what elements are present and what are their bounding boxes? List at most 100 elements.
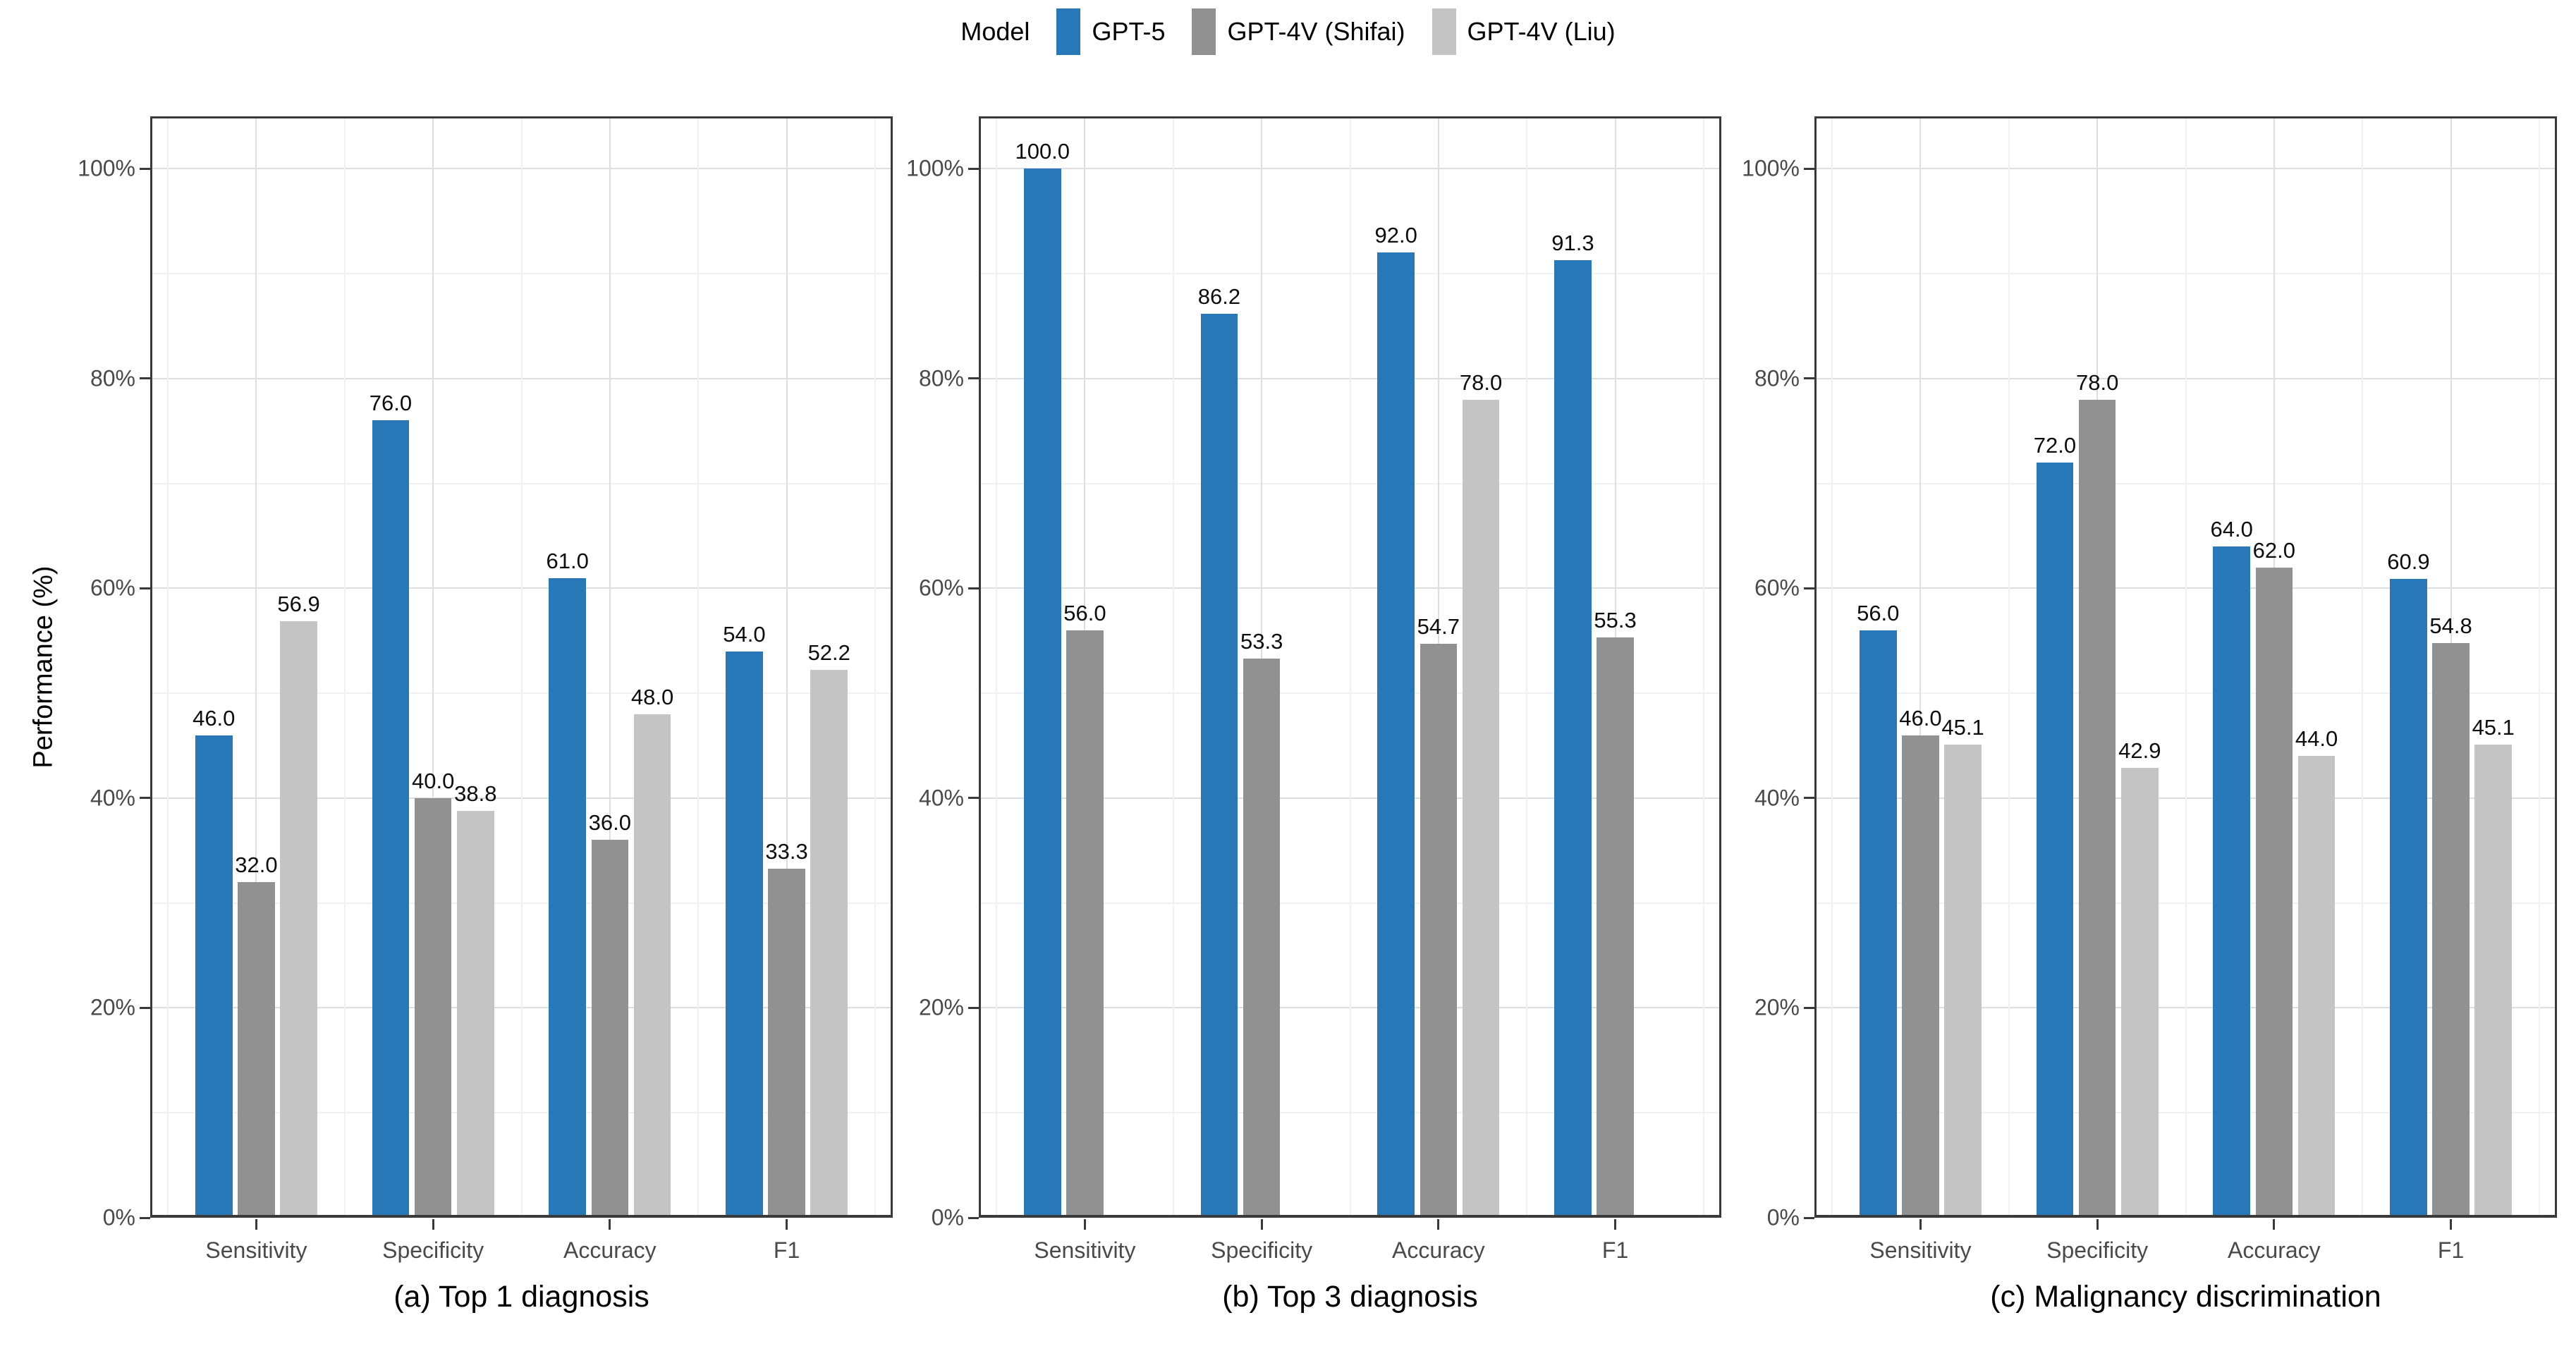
gridline-vertical-minor (2185, 116, 2187, 1218)
legend-item-gpt4v-liu: GPT-4V (Liu) (1432, 8, 1616, 55)
bar-GPT-4V (Liu) (1944, 745, 1982, 1218)
bar-value-label: 72.0 (2033, 432, 2077, 458)
x-axis-tick-label: Accuracy (2228, 1237, 2321, 1263)
gridline-vertical-minor (2362, 116, 2364, 1218)
x-axis-tick (1260, 1219, 1263, 1230)
bar-GPT-5 (2036, 462, 2074, 1218)
panel-caption: (c) Malignancy discrimination (1990, 1280, 2381, 1314)
gridline-vertical-major (609, 116, 611, 1218)
bar-GPT-4V (Shifai) (1066, 630, 1104, 1218)
gridline-vertical-minor (2008, 116, 2010, 1218)
x-axis-tick-label: Sensitivity (1034, 1237, 1136, 1263)
bar-value-label: 56.9 (277, 591, 320, 616)
x-axis-tick (255, 1219, 257, 1230)
y-axis-tick (968, 587, 979, 589)
bar-GPT-5 (2390, 579, 2427, 1218)
bar-value-label: 64.0 (2210, 516, 2253, 542)
bar-value-label: 40.0 (411, 768, 455, 793)
y-axis-tick (968, 1216, 979, 1219)
bar-value-label: 86.2 (1197, 283, 1241, 309)
bar-value-label: 61.0 (546, 548, 589, 573)
y-axis-tick (1804, 587, 1814, 589)
bar-value-label: 92.0 (1374, 223, 1417, 248)
y-axis-tick-label: 80% (918, 365, 964, 391)
gridline-vertical-minor (167, 116, 169, 1218)
bar-value-label: 100.0 (1015, 139, 1070, 164)
bar-GPT-5 (195, 735, 233, 1218)
legend-label-gpt4v-shifai: GPT-4V (Shifai) (1227, 17, 1405, 46)
x-axis-tick-label: Accuracy (563, 1237, 657, 1263)
gridline-vertical-minor (996, 116, 998, 1218)
bar-GPT-4V (Shifai) (238, 881, 275, 1218)
y-axis-tick (968, 167, 979, 170)
bar-GPT-5 (372, 420, 410, 1218)
bar-GPT-4V (Liu) (633, 714, 671, 1218)
x-axis-tick-label: Sensitivity (205, 1237, 307, 1263)
x-axis-tick (1614, 1219, 1617, 1230)
y-axis-tick-label: 0% (102, 1204, 135, 1230)
y-axis-tick (1804, 797, 1814, 800)
bar-value-label: 45.1 (1941, 715, 1984, 740)
gridline-vertical-minor (1172, 116, 1174, 1218)
y-axis-tick-label: 80% (1754, 365, 1800, 391)
x-axis-tick-label: F1 (2437, 1237, 2465, 1263)
y-axis-tick (140, 1216, 150, 1219)
x-axis-tick (786, 1219, 788, 1230)
bar-GPT-5 (1377, 252, 1415, 1218)
gridline-vertical-minor (520, 116, 523, 1218)
panel-plot-area: 46.0 76.0 61.0 54.0 32.0 40.0 36.0 33.3 56.9 38.8… (150, 116, 893, 1218)
gridline-vertical-minor (1831, 116, 1833, 1218)
legend-swatch-gpt4v-liu (1432, 8, 1456, 55)
x-axis-line (979, 1215, 1721, 1218)
y-axis-tick-label: 0% (931, 1204, 964, 1230)
y-axis-tick-label: 20% (90, 994, 135, 1020)
bar-value-label: 32.0 (235, 852, 278, 877)
y-axis-tick-label: 20% (918, 994, 964, 1020)
bar-GPT-4V (Shifai) (1243, 659, 1281, 1218)
bar-value-label: 54.7 (1417, 614, 1460, 640)
bar-GPT-4V (Liu) (2474, 745, 2513, 1218)
x-axis-tick-label: F1 (773, 1237, 800, 1263)
bar-value-label: 46.0 (193, 705, 236, 730)
legend-swatch-gpt4v-shifai (1192, 8, 1216, 55)
legend-label-gpt5: GPT-5 (1092, 17, 1166, 46)
bar-value-label: 33.3 (765, 838, 808, 864)
y-axis-tick (968, 1006, 979, 1009)
gridline-vertical-minor (874, 116, 876, 1218)
x-axis-tick-label: Specificity (1211, 1237, 1313, 1263)
bar-value-label: 55.3 (1594, 608, 1637, 633)
legend: Model GPT-5 GPT-4V (Shifai) GPT-4V (Liu) (0, 8, 2576, 55)
bar-GPT-4V (Liu) (2297, 756, 2336, 1218)
bar-GPT-4V (Shifai) (2255, 567, 2293, 1218)
x-axis-tick-label: F1 (1601, 1237, 1629, 1263)
x-axis-line (1814, 1215, 2557, 1218)
y-axis-tick-label: 0% (1766, 1204, 1800, 1230)
x-axis-tick (2273, 1219, 2276, 1230)
bar-GPT-4V (Liu) (2120, 767, 2159, 1218)
bar-value-label: 60.9 (2387, 549, 2430, 575)
y-axis-tick (968, 377, 979, 380)
y-axis-tick (1804, 167, 1814, 170)
gridline-vertical-major (786, 116, 788, 1218)
x-axis-tick (2450, 1219, 2453, 1230)
x-axis-tick (1083, 1219, 1086, 1230)
bar-value-label: 54.0 (723, 621, 766, 647)
bar-value-label: 78.0 (2075, 369, 2119, 395)
y-axis-tick (968, 797, 979, 800)
x-axis-tick (432, 1219, 434, 1230)
bar-GPT-5 (1023, 169, 1061, 1218)
panel-caption: (a) Top 1 diagnosis (393, 1280, 649, 1314)
x-axis-tick (2096, 1219, 2099, 1230)
bar-value-label: 45.1 (2472, 715, 2515, 740)
bar-GPT-4V (Shifai) (1420, 644, 1458, 1218)
gridline-vertical-major (1919, 116, 1922, 1218)
gridline-vertical-minor (1349, 116, 1351, 1218)
legend-item-gpt4v-shifai: GPT-4V (Shifai) (1192, 8, 1405, 55)
x-axis-tick-label: Accuracy (1392, 1237, 1485, 1263)
bar-GPT-4V (Liu) (280, 621, 317, 1218)
y-axis-tick-label: 80% (90, 365, 135, 391)
y-axis-tick (140, 377, 150, 380)
bar-value-label: 44.0 (2295, 726, 2338, 752)
bar-value-label: 52.2 (807, 640, 850, 666)
